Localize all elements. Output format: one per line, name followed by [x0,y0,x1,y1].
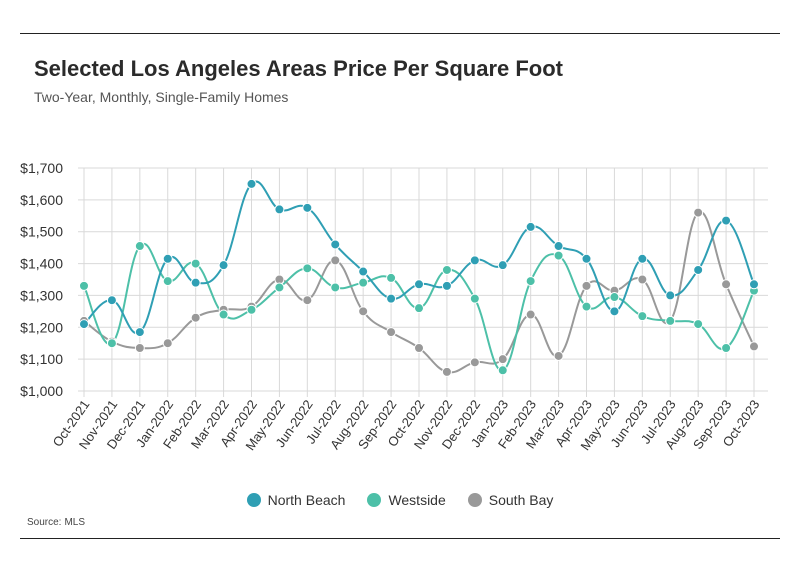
data-point-south-bay [359,307,368,316]
data-point-westside [219,310,228,319]
data-point-south-bay [191,313,200,322]
data-point-westside [722,343,731,352]
data-point-westside [610,293,619,302]
source-label: Source: [27,517,61,528]
data-point-south-bay [554,351,563,360]
data-point-north-beach [442,281,451,290]
data-point-westside [666,316,675,325]
legend-label: South Bay [489,492,554,508]
data-point-north-beach [107,296,116,305]
data-point-south-bay [694,208,703,217]
data-point-north-beach [163,254,172,263]
data-point-south-bay [722,280,731,289]
legend-item-westside: Westside [367,492,445,508]
legend-item-south-bay: South Bay [468,492,554,508]
data-point-westside [163,277,172,286]
data-point-westside [582,302,591,311]
data-point-westside [415,304,424,313]
data-point-westside [554,251,563,260]
legend: North Beach Westside South Bay [0,492,800,508]
data-point-north-beach [247,179,256,188]
source-note: Source: MLS [27,517,85,528]
data-point-westside [442,265,451,274]
data-point-south-bay [135,343,144,352]
y-tick-label: $1,500 [20,224,63,240]
data-point-westside [331,283,340,292]
y-tick-label: $1,400 [20,256,63,272]
y-tick-label: $1,100 [20,351,63,367]
y-axis: $1,000 $1,100 $1,200 $1,300 $1,400 $1,500 $1,6… [20,160,63,399]
data-point-westside [135,242,144,251]
data-point-westside [191,259,200,268]
data-point-south-bay [582,281,591,290]
legend-item-north-beach: North Beach [247,492,346,508]
bottom-rule [20,538,780,539]
y-tick-label: $1,700 [20,160,63,176]
legend-label: Westside [388,492,445,508]
data-point-north-beach [80,320,89,329]
data-point-south-bay [526,310,535,319]
data-point-south-bay [303,296,312,305]
data-point-north-beach [135,328,144,337]
data-point-north-beach [610,307,619,316]
data-point-north-beach [498,261,507,270]
data-point-north-beach [303,203,312,212]
data-point-north-beach [638,254,647,263]
y-tick-label: $1,200 [20,319,63,335]
data-point-south-bay [415,343,424,352]
data-point-westside [107,339,116,348]
legend-label: North Beach [268,492,346,508]
data-point-westside [638,312,647,321]
data-point-westside [275,283,284,292]
data-point-south-bay [442,367,451,376]
data-point-north-beach [750,280,759,289]
data-point-north-beach [387,294,396,303]
data-point-north-beach [415,280,424,289]
data-point-south-bay [163,339,172,348]
data-point-north-beach [666,291,675,300]
data-point-north-beach [331,240,340,249]
line-chart: $1,000 $1,100 $1,200 $1,300 $1,400 $1,500 $1,6… [0,0,800,575]
data-point-westside [694,320,703,329]
data-point-south-bay [638,275,647,284]
data-point-north-beach [470,256,479,265]
data-point-north-beach [554,242,563,251]
data-point-south-bay [387,328,396,337]
data-point-westside [247,305,256,314]
data-point-north-beach [526,222,535,231]
source-value: MLS [64,517,85,528]
data-point-north-beach [359,267,368,276]
x-axis: Oct-2021Nov-2021Dec-2021Jan-2022Feb-2022… [49,397,762,453]
data-point-south-bay [498,355,507,364]
legend-swatch-north-beach [247,493,261,507]
data-point-westside [498,366,507,375]
data-point-south-bay [331,256,340,265]
data-point-westside [359,278,368,287]
data-point-westside [526,277,535,286]
data-point-north-beach [275,205,284,214]
data-point-north-beach [191,278,200,287]
data-point-westside [470,294,479,303]
data-point-south-bay [750,342,759,351]
y-tick-label: $1,600 [20,192,63,208]
data-point-north-beach [722,216,731,225]
data-point-westside [387,273,396,282]
data-point-north-beach [582,254,591,263]
legend-swatch-westside [367,493,381,507]
legend-swatch-south-bay [468,493,482,507]
data-point-westside [303,264,312,273]
data-point-north-beach [694,265,703,274]
data-point-westside [80,281,89,290]
data-point-south-bay [470,358,479,367]
y-tick-label: $1,000 [20,383,63,399]
y-tick-label: $1,300 [20,287,63,303]
data-point-north-beach [219,261,228,270]
